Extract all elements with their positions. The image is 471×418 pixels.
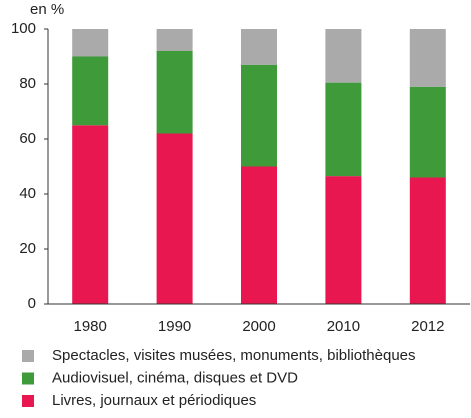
bar-segment <box>156 29 193 51</box>
y-tick-label: 0 <box>28 295 36 312</box>
y-tick-label: 80 <box>19 75 36 92</box>
bar-segment <box>325 176 362 304</box>
bar-segment <box>241 29 277 65</box>
bar-segment <box>325 29 362 83</box>
bar-segment <box>409 177 446 304</box>
bar-segment <box>156 133 193 304</box>
bar-segment <box>241 64 277 167</box>
x-tick-label: 2012 <box>411 318 444 335</box>
bar-segment <box>409 29 446 87</box>
legend-label: Livres, journaux et périodiques <box>52 392 256 409</box>
legend-label: Audiovisuel, cinéma, disques et DVD <box>52 369 298 386</box>
x-tick-label: 1980 <box>74 318 107 335</box>
y-tick-label: 20 <box>19 240 36 257</box>
y-tick-label: 40 <box>19 185 36 202</box>
bar-segment <box>241 166 277 304</box>
y-axis-label: en % <box>30 1 64 18</box>
bar-segment <box>325 82 362 177</box>
x-tick-label: 2010 <box>327 318 360 335</box>
bar-segment <box>409 86 446 178</box>
legend-swatch <box>22 350 34 362</box>
bar-segment <box>156 51 193 134</box>
bar-segment <box>72 29 109 57</box>
bar-segment <box>72 125 109 304</box>
y-tick-label: 100 <box>11 20 36 37</box>
legend-swatch <box>22 395 34 407</box>
y-tick-label: 60 <box>19 130 36 147</box>
bar-segment <box>72 56 109 126</box>
legend-label: Spectacles, visites musées, monuments, b… <box>52 347 416 364</box>
legend-swatch <box>22 372 34 385</box>
x-tick-label: 2000 <box>242 318 275 335</box>
x-tick-label: 1990 <box>158 318 191 335</box>
